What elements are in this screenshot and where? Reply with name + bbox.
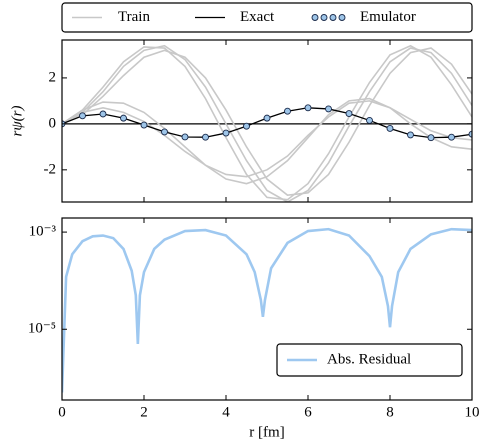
emulator-point: [448, 133, 455, 141]
y-tick-label: 0: [49, 115, 57, 131]
legend-label: Exact: [240, 9, 275, 25]
legend-label: Emulator: [360, 9, 416, 25]
emulator-point: [407, 131, 414, 139]
legend-swatch: [320, 14, 328, 21]
x-tick-label: 6: [304, 404, 312, 420]
axes-frame: [61, 39, 473, 203]
emulator-point: [161, 128, 168, 136]
x-tick-label: 2: [140, 404, 148, 420]
x-tick-label: 4: [222, 404, 230, 420]
x-axis-label: r [fm]: [249, 424, 284, 440]
train-line: [62, 100, 472, 178]
emulator-point: [386, 125, 394, 132]
emulator-point: [345, 110, 353, 117]
emulator-point: [202, 133, 209, 141]
y-tick-label: -2: [44, 161, 57, 177]
emulator-point: [427, 134, 435, 142]
plot-area: [62, 44, 472, 202]
x-tick-label: 10: [465, 404, 480, 420]
emulator-point: [468, 130, 472, 138]
axes-frame: [61, 217, 473, 401]
emulator-point: [181, 133, 189, 141]
emulator-point: [284, 107, 291, 115]
legend-swatch: [338, 14, 346, 21]
emulator-point: [325, 105, 332, 113]
train-line: [62, 44, 472, 201]
emulator-point: [222, 129, 230, 137]
emulator-point: [99, 110, 107, 118]
legend-label: Abs. Residual: [327, 351, 411, 367]
train-line: [62, 44, 472, 202]
series-line: [62, 227, 472, 393]
emulator-point: [366, 116, 373, 124]
emulator-point: [243, 122, 250, 130]
train-line: [62, 47, 472, 196]
y-tick-label: 10⁻⁵: [28, 321, 56, 337]
x-tick-label: 0: [58, 404, 66, 420]
x-tick-label: 8: [386, 404, 394, 420]
y-axis-label: rψ(r): [9, 106, 25, 137]
emulator-point: [304, 104, 312, 112]
emulator-point: [140, 121, 148, 129]
legend-box: [276, 343, 463, 377]
train-line: [62, 97, 472, 185]
legend-box: [61, 2, 473, 33]
legend-swatch: [329, 14, 337, 21]
y-tick-label: 2: [49, 69, 57, 85]
legend-swatch: [311, 14, 319, 21]
plot-area: [62, 227, 472, 393]
emulator-point: [79, 112, 86, 120]
y-tick-label: 10⁻³: [29, 224, 57, 240]
emulator-point: [263, 114, 271, 122]
legend-label: Train: [118, 9, 150, 25]
emulator-point: [120, 114, 127, 122]
